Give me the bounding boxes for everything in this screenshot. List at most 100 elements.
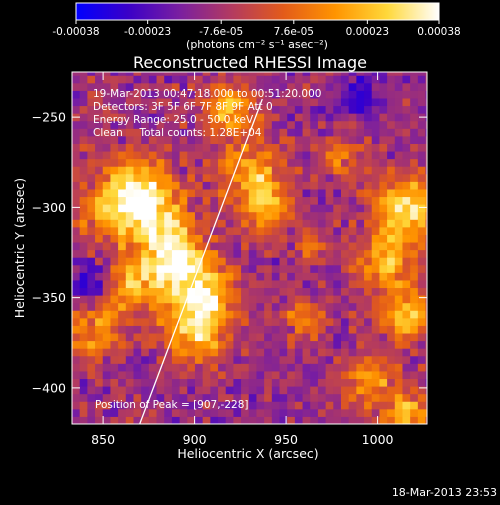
heatmap-cell xyxy=(95,355,104,364)
heatmap-cell xyxy=(156,302,165,311)
heatmap-cell xyxy=(202,257,211,266)
heatmap-cell xyxy=(410,75,419,84)
heatmap-cell xyxy=(402,386,411,395)
heatmap-cell xyxy=(425,249,427,258)
heatmap-cell xyxy=(202,378,211,387)
heatmap-cell xyxy=(110,226,119,235)
heatmap-cell xyxy=(279,196,288,205)
heatmap-cell xyxy=(402,393,411,402)
heatmap-cell xyxy=(425,105,427,114)
colorbar xyxy=(75,2,440,21)
heatmap-cell xyxy=(348,333,357,342)
heatmap-cell xyxy=(248,393,257,402)
heatmap-cell xyxy=(279,333,288,342)
heatmap-cell xyxy=(187,317,196,326)
heatmap-cell xyxy=(256,340,265,349)
heatmap-cell xyxy=(256,219,265,228)
heatmap-cell xyxy=(95,120,104,129)
heatmap-cell xyxy=(356,401,365,410)
heatmap-cell xyxy=(287,113,296,122)
heatmap-cell xyxy=(87,325,96,334)
heatmap-cell xyxy=(402,219,411,228)
heatmap-cell xyxy=(241,143,250,152)
heatmap-cell xyxy=(194,234,204,243)
heatmap-cell xyxy=(179,295,188,304)
heatmap-cell xyxy=(87,416,96,424)
heatmap-cell xyxy=(325,120,334,129)
heatmap-cell xyxy=(387,242,396,251)
heatmap-cell xyxy=(218,120,227,129)
heatmap-cell xyxy=(79,75,88,84)
heatmap-cell xyxy=(233,408,242,417)
heatmap-cell xyxy=(348,378,357,387)
heatmap-cell xyxy=(317,113,327,122)
heatmap-cell xyxy=(294,310,304,319)
heatmap-cell xyxy=(294,173,304,182)
heatmap-cell xyxy=(333,234,342,243)
heatmap-cell xyxy=(310,393,319,402)
heatmap-cell xyxy=(264,317,273,326)
heatmap-cell xyxy=(387,234,396,243)
heatmap-cell xyxy=(256,302,265,311)
heatmap-cell xyxy=(87,302,96,311)
heatmap-cell xyxy=(179,173,188,182)
heatmap-cell xyxy=(287,204,296,213)
heatmap-cell xyxy=(72,408,81,417)
heatmap-cell xyxy=(394,82,403,91)
heatmap-cell xyxy=(317,143,327,152)
heatmap-cell xyxy=(410,272,419,281)
heatmap-cell xyxy=(425,370,427,380)
heatmap-cell xyxy=(148,393,158,402)
heatmap-cell xyxy=(402,204,411,213)
heatmap-cell xyxy=(248,340,257,349)
heatmap-cell xyxy=(72,272,81,281)
heatmap-cell xyxy=(302,181,311,190)
heatmap-cell xyxy=(102,355,111,364)
heatmap-cell xyxy=(402,82,411,91)
heatmap-cell xyxy=(302,219,311,228)
heatmap-cell xyxy=(302,204,311,213)
heatmap-cell xyxy=(387,363,396,372)
heatmap-cell xyxy=(294,348,304,357)
heatmap-cell xyxy=(202,416,211,424)
heatmap-cell xyxy=(387,173,396,182)
heatmap-cell xyxy=(141,234,150,243)
heatmap-cell xyxy=(187,287,196,296)
heatmap-cell xyxy=(79,135,88,144)
heatmap-cell xyxy=(225,348,234,357)
heatmap-cell xyxy=(241,355,250,364)
heatmap-cell xyxy=(264,128,273,137)
heatmap-cell xyxy=(241,151,250,160)
heatmap-cell xyxy=(379,219,388,228)
heatmap-cell xyxy=(417,287,427,296)
heatmap-cell xyxy=(310,97,319,107)
heatmap-cell xyxy=(202,158,211,167)
heatmap-cell xyxy=(110,166,119,175)
heatmap-cell xyxy=(118,72,127,76)
heatmap-cell xyxy=(187,105,196,114)
heatmap-cell xyxy=(325,219,334,228)
heatmap-cell xyxy=(387,105,396,114)
heatmap-cell xyxy=(333,97,342,107)
heatmap-cell xyxy=(110,181,119,190)
heatmap-cell xyxy=(287,317,296,326)
heatmap-cell xyxy=(95,348,104,357)
heatmap-cell xyxy=(387,287,396,296)
heatmap-cell xyxy=(264,416,273,424)
heatmap-cell xyxy=(110,120,119,129)
heatmap-cell xyxy=(156,173,165,182)
heatmap-cell xyxy=(72,226,81,235)
heatmap-cell xyxy=(110,234,119,243)
heatmap-cell xyxy=(348,249,357,258)
heatmap-cell xyxy=(379,249,388,258)
heatmap-cell xyxy=(340,219,350,228)
heatmap-cell xyxy=(410,287,419,296)
heatmap-cell xyxy=(202,188,211,198)
heatmap-cell xyxy=(325,408,334,417)
heatmap-cell xyxy=(387,272,396,281)
heatmap-cell xyxy=(133,188,142,198)
heatmap-cell xyxy=(79,196,88,205)
heatmap-cell xyxy=(148,105,158,114)
heatmap-cell xyxy=(171,333,181,342)
heatmap-cell xyxy=(248,181,257,190)
